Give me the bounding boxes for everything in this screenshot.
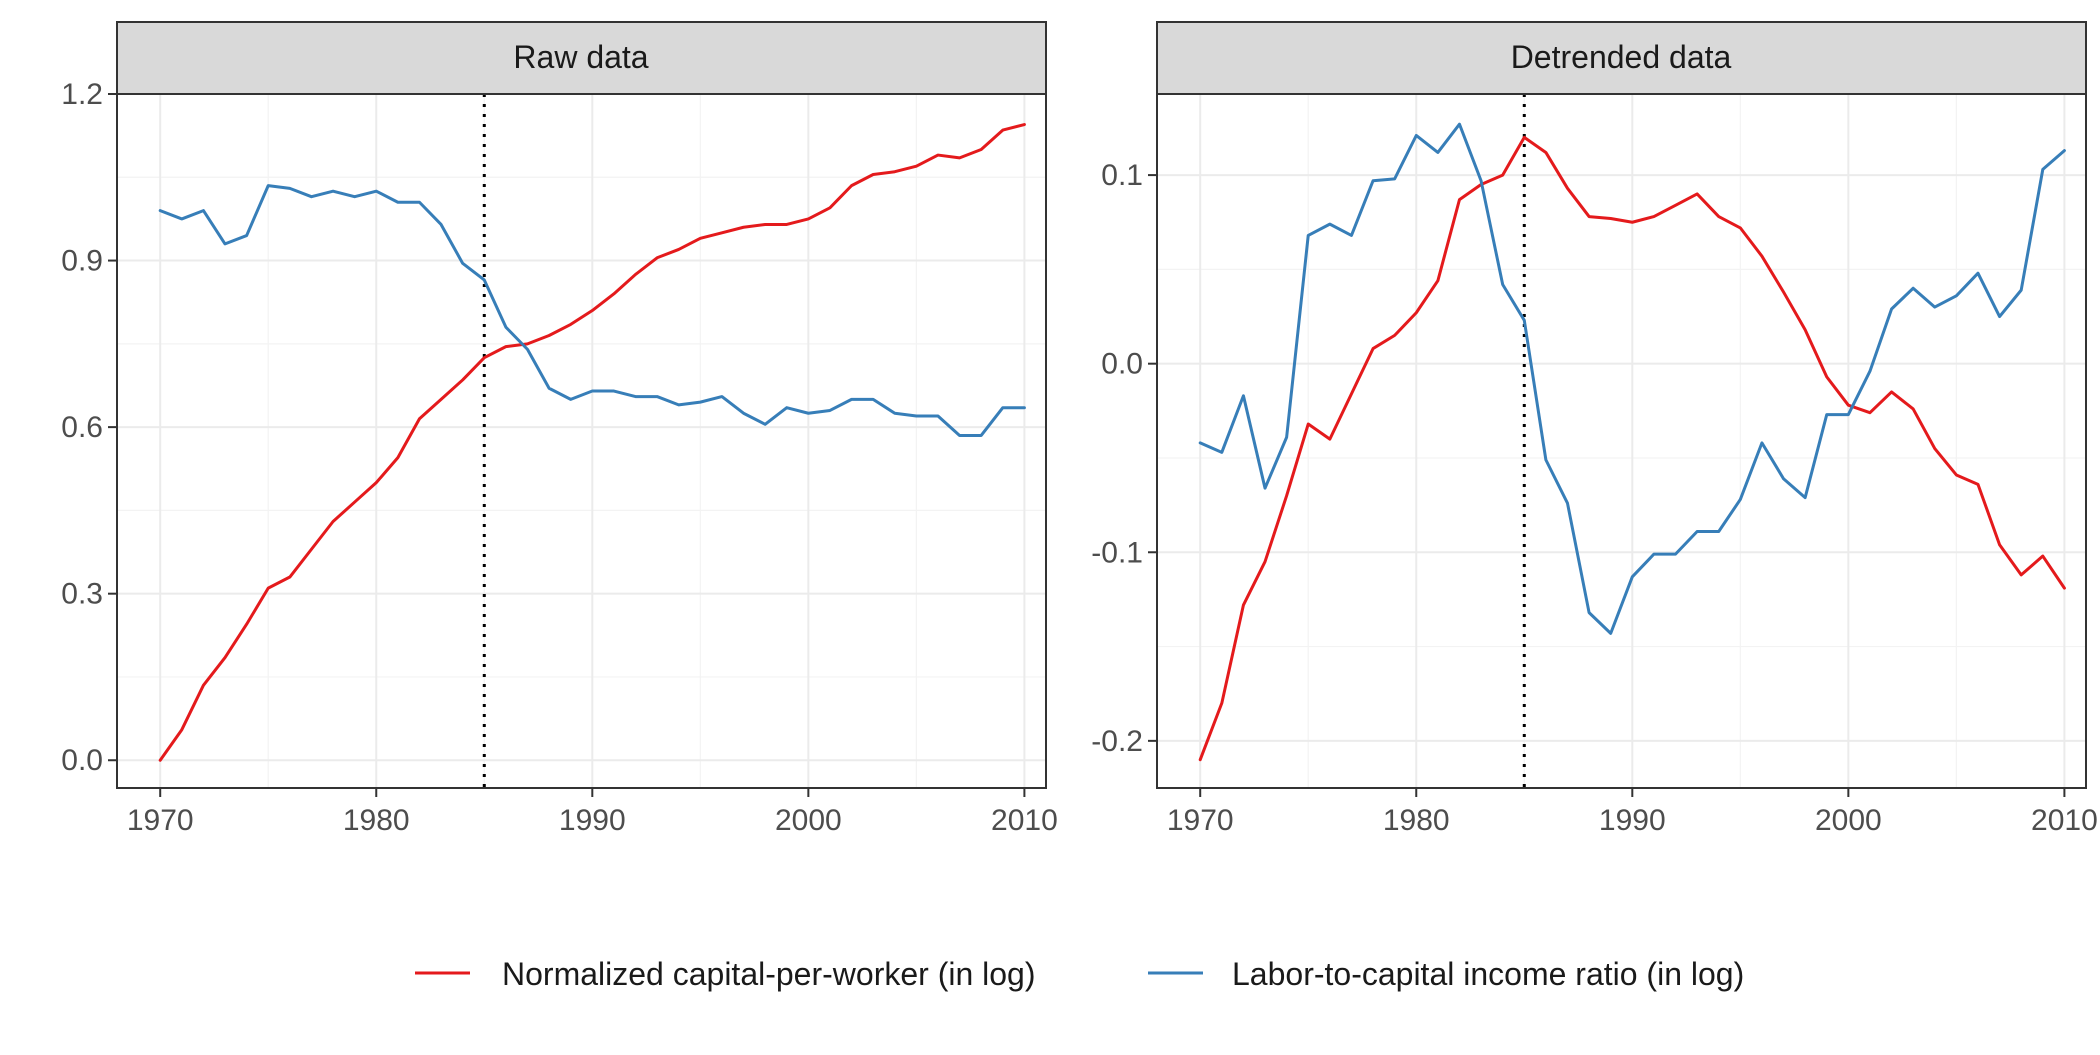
panel-border bbox=[116, 93, 1047, 789]
grid-lines bbox=[117, 93, 1046, 788]
x-tick-label: 1980 bbox=[343, 804, 410, 837]
x-tick-label: 1980 bbox=[1383, 804, 1450, 837]
panel-detrended-data: Detrended data 1970 1980 1990 2000 2010 -0.2 -… bbox=[1091, 21, 2098, 837]
y-tick-label: 0.3 bbox=[61, 578, 103, 611]
panel-strip bbox=[1156, 21, 2087, 95]
legend-label-labor-ratio: Labor-to-capital income ratio (in log) bbox=[1232, 956, 1744, 992]
series-lines bbox=[1198, 122, 2066, 762]
y-tick-label: 0.0 bbox=[1101, 348, 1143, 381]
series-lines bbox=[158, 123, 1026, 762]
y-tick-label: -0.2 bbox=[1091, 725, 1143, 758]
panel-border bbox=[1156, 93, 2087, 789]
legend: Normalized capital-per-worker (in log) L… bbox=[415, 956, 1744, 992]
x-tick-label: 1990 bbox=[1599, 804, 1666, 837]
grid-lines bbox=[1157, 94, 2086, 788]
x-tick-label: 2000 bbox=[1815, 804, 1882, 837]
axis-ticks: 1970 1980 1990 2000 2010 0.0 0.3 0.6 0.9 1.2 bbox=[61, 78, 1057, 837]
y-tick-label: 0.9 bbox=[61, 245, 103, 278]
x-tick-label: 2010 bbox=[2031, 804, 2098, 837]
y-tick-label: 0.1 bbox=[1101, 159, 1143, 192]
panel-title: Raw data bbox=[513, 39, 648, 75]
y-tick-label: 0.0 bbox=[61, 744, 103, 777]
series-line-labor-capital-ratio bbox=[158, 184, 1026, 437]
panel-title: Detrended data bbox=[1511, 39, 1732, 75]
y-tick-label: 0.6 bbox=[61, 411, 103, 444]
x-tick-label: 1970 bbox=[127, 804, 194, 837]
panel-strip bbox=[116, 21, 1047, 95]
legend-label-capital: Normalized capital-per-worker (in log) bbox=[502, 956, 1036, 992]
y-tick-label: -0.1 bbox=[1091, 536, 1143, 569]
series-line-capital-per-worker bbox=[158, 123, 1026, 762]
x-tick-label: 1990 bbox=[559, 804, 626, 837]
series-line-capital-per-worker bbox=[1198, 135, 2066, 762]
x-tick-label: 2000 bbox=[775, 804, 842, 837]
y-tick-label: 1.2 bbox=[61, 78, 103, 111]
axis-ticks: 1970 1980 1990 2000 2010 -0.2 -0.1 0.0 0.1 bbox=[1091, 159, 2097, 837]
series-line-labor-capital-ratio bbox=[1198, 122, 2066, 635]
panel-raw-data: Raw data 1970 1980 1990 2000 2010 0.0 0.3 0.6 0.… bbox=[61, 21, 1058, 837]
x-tick-label: 1970 bbox=[1167, 804, 1234, 837]
x-tick-label: 2010 bbox=[991, 804, 1058, 837]
